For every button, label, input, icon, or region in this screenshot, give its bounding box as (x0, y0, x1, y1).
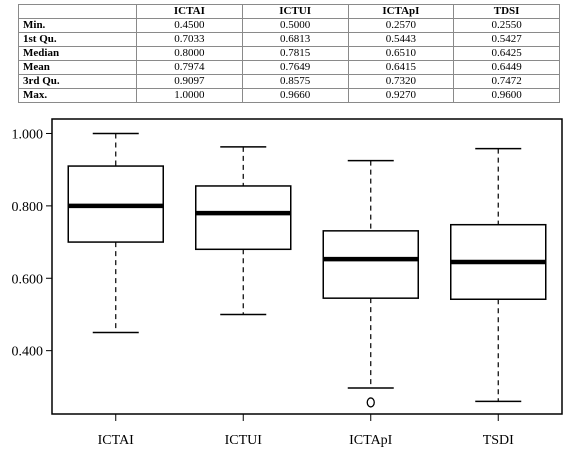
y-tick-label: 0.800 (12, 200, 44, 215)
y-axis: 0.400 0.600 0.800 1.000 (12, 127, 52, 360)
table-header-row: ICTAI ICTUI ICTApI TDSI (18, 4, 560, 19)
table-row: Median 0.8000 0.7815 0.6510 0.6425 (18, 46, 560, 61)
table-cell: 0.5000 (241, 18, 349, 33)
row-label: Max. (18, 88, 137, 103)
y-tick-label: 0.600 (12, 272, 44, 287)
summary-stats-table: ICTAI ICTUI ICTApI TDSI Min. 0.4500 0.50… (18, 4, 560, 103)
interquartile-box (322, 230, 419, 299)
table-cell: 0.6449 (453, 60, 560, 75)
box-series (67, 132, 547, 408)
plot-frame (51, 118, 563, 415)
outlier-point (366, 397, 375, 408)
table-cell: 0.9600 (453, 88, 560, 103)
table-cell: 0.7649 (241, 60, 349, 75)
table-cell: 0.9270 (347, 88, 455, 103)
table-cell: 0.9660 (241, 88, 349, 103)
box-ictui (195, 146, 292, 316)
x-axis: ICTAI ICTUI ICTApI TSDI (98, 414, 514, 448)
table-row: 3rd Qu. 0.9097 0.8575 0.7320 0.7472 (18, 74, 560, 89)
x-tick-label: ICTAI (98, 433, 135, 448)
box-ictapi (322, 159, 419, 408)
y-tick-label: 1.000 (12, 127, 44, 142)
x-tick-label: TSDI (483, 433, 514, 448)
table-row: Max. 1.0000 0.9660 0.9270 0.9600 (18, 88, 560, 103)
table-cell: 0.6813 (241, 32, 349, 47)
box-tsdi (450, 147, 547, 403)
x-tick-label: ICTUI (225, 433, 263, 448)
box-ictai (67, 132, 164, 334)
table-cell: 0.8575 (241, 74, 349, 89)
row-label: Min. (18, 18, 137, 33)
table-row: Mean 0.7974 0.7649 0.6415 0.6449 (18, 60, 560, 75)
table-row: Min. 0.4500 0.5000 0.2570 0.2550 (18, 18, 560, 33)
table-header-tdsi: TDSI (453, 4, 560, 19)
y-tick-label: 0.400 (12, 345, 44, 360)
table-cell: 0.6425 (453, 46, 560, 61)
table-cell: 0.9097 (136, 74, 243, 89)
interquartile-box (195, 185, 292, 251)
x-tick-label: ICTApI (349, 433, 393, 448)
row-label: Mean (18, 60, 137, 75)
